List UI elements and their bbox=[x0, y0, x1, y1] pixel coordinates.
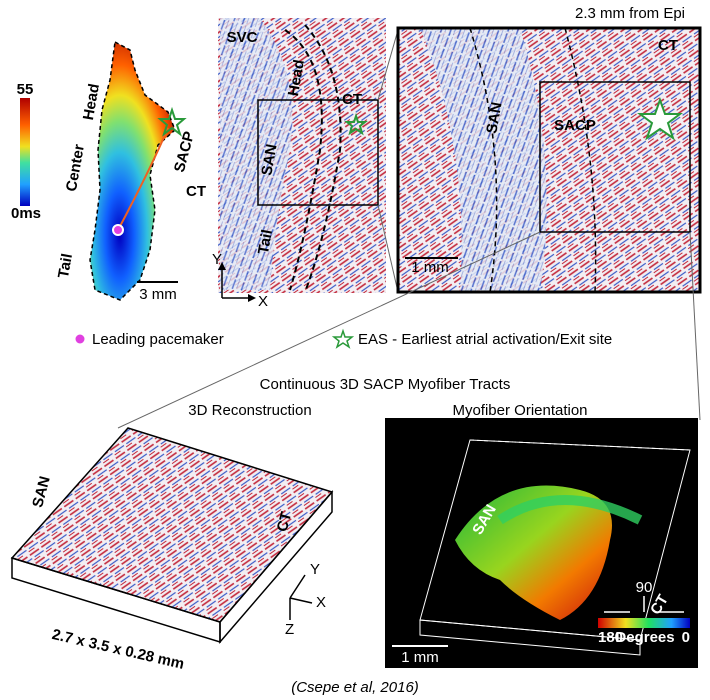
activation-map bbox=[90, 42, 175, 300]
degree-colorbar bbox=[598, 618, 690, 628]
label-center: Center bbox=[63, 143, 88, 193]
scale-label: 1 mm bbox=[401, 649, 439, 666]
reconstruction-title: 3D Reconstruction bbox=[188, 402, 311, 419]
legend: Leading pacemaker EAS - Earliest atrial … bbox=[76, 331, 613, 348]
colorbar-min: 0ms bbox=[11, 205, 41, 222]
reconstruction-panel: SAN CT Y X Z 2.7 x 3.5 x 0.28 mm bbox=[12, 428, 332, 673]
label-ct: CT bbox=[186, 183, 206, 200]
orientation-title: Myofiber Orientation bbox=[452, 402, 587, 419]
citation: (Csepe et al, 2016) bbox=[291, 679, 419, 696]
dimensions: 2.7 x 3.5 x 0.28 mm bbox=[50, 626, 185, 673]
histology-panel: SVC Head CT SAN Tail Y X bbox=[212, 18, 386, 310]
label-ct: CT bbox=[342, 91, 362, 108]
label-tail: Tail bbox=[55, 252, 76, 279]
legend-eas: EAS - Earliest atrial activation/Exit si… bbox=[358, 331, 612, 348]
axis-y: Y bbox=[212, 251, 222, 268]
pacemaker-dot bbox=[113, 225, 123, 235]
label-san: SAN bbox=[29, 474, 54, 509]
label-head: Head bbox=[80, 82, 103, 121]
label-ct: CT bbox=[658, 37, 678, 54]
axis-x: X bbox=[316, 594, 326, 611]
legend-star bbox=[334, 331, 352, 347]
label-sacp: SACP bbox=[554, 117, 596, 134]
label-degrees: Degrees bbox=[615, 629, 674, 646]
activation-map-panel: 55 0ms Head Center Tail SACP CT 3 mm bbox=[11, 42, 206, 303]
axis-y: Y bbox=[310, 561, 320, 578]
scale-label: 1 mm bbox=[411, 259, 449, 276]
label-svc: SVC bbox=[227, 29, 258, 46]
legend-pacemaker: Leading pacemaker bbox=[92, 331, 224, 348]
colorbar bbox=[20, 98, 30, 206]
orientation-panel: SAN CT 1 mm 90 180 Degrees 0 bbox=[385, 418, 698, 668]
depth-label: 2.3 mm from Epi bbox=[575, 5, 685, 22]
colorbar-max: 55 bbox=[17, 81, 34, 98]
magnified-panel: 2.3 mm from Epi CT SACP SAN 1 mm bbox=[398, 5, 700, 292]
figure: 55 0ms Head Center Tail SACP CT 3 mm SVC… bbox=[0, 0, 710, 700]
axis-z: Z bbox=[285, 621, 294, 638]
label-0: 0 bbox=[682, 629, 690, 646]
label-sacp: SACP bbox=[171, 130, 198, 175]
label-90: 90 bbox=[636, 579, 653, 596]
section-title: Continuous 3D SACP Myofiber Tracts bbox=[260, 376, 511, 393]
axis-x: X bbox=[258, 293, 268, 310]
legend-dot bbox=[76, 335, 85, 344]
scale-label: 3 mm bbox=[139, 286, 177, 303]
